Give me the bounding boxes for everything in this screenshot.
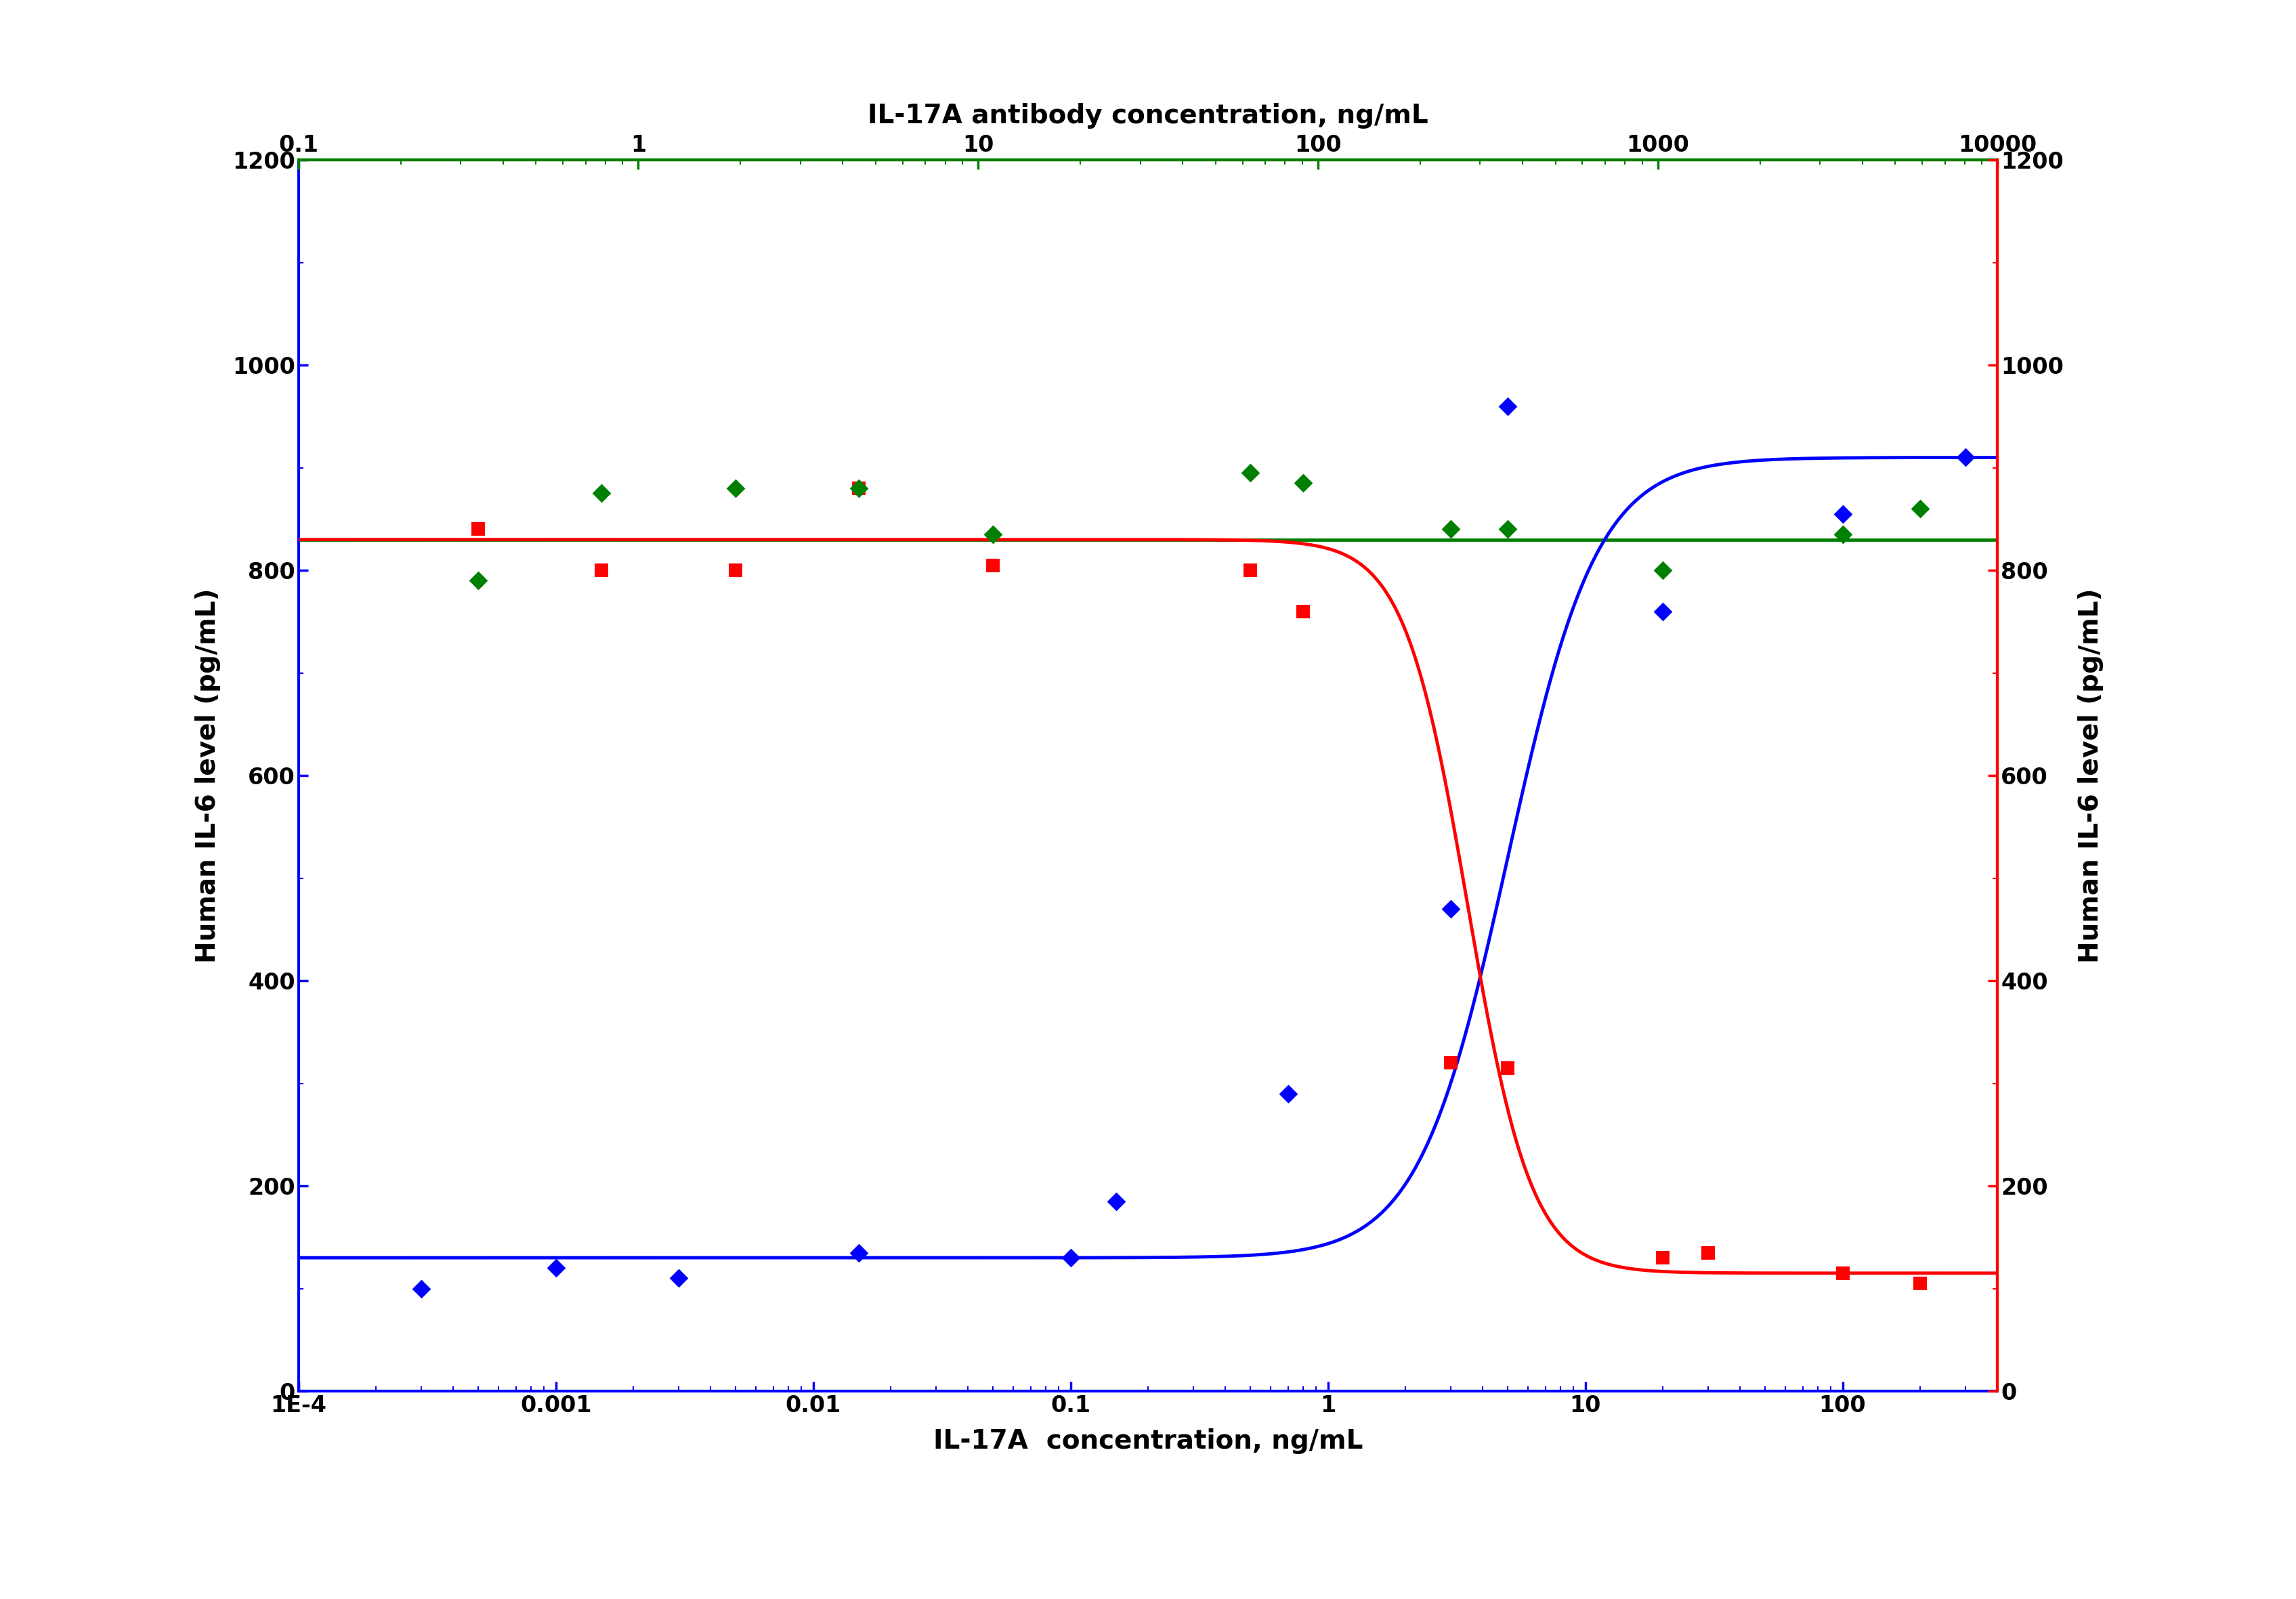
Point: [459, 516, 496, 542]
Point: [1097, 1188, 1134, 1214]
Point: [976, 552, 1013, 577]
Point: [1690, 1239, 1727, 1265]
Point: [1490, 1055, 1527, 1081]
Point: [1947, 445, 1984, 470]
Point: [716, 475, 753, 500]
Point: [840, 475, 877, 500]
Point: [1644, 558, 1681, 584]
Point: [202, 1265, 239, 1290]
Point: [1825, 1260, 1862, 1286]
Point: [1901, 496, 1938, 521]
X-axis label: IL-17A  concentration, ng/mL: IL-17A concentration, ng/mL: [932, 1428, 1364, 1453]
Point: [1901, 1271, 1938, 1297]
Point: [583, 558, 620, 584]
Point: [1825, 521, 1862, 547]
Point: [1052, 1246, 1088, 1271]
Point: [1433, 895, 1469, 921]
Point: [716, 558, 753, 584]
Point: [1644, 1246, 1681, 1271]
Point: [1233, 461, 1270, 486]
Point: [976, 521, 1013, 547]
Point: [402, 1276, 439, 1302]
Point: [1490, 393, 1527, 419]
Point: [1644, 598, 1681, 624]
Point: [459, 568, 496, 593]
Point: [840, 1239, 877, 1265]
Point: [1433, 516, 1469, 542]
Point: [537, 1255, 574, 1281]
Point: [1233, 558, 1270, 584]
Point: [1283, 598, 1320, 624]
Point: [661, 1265, 698, 1290]
X-axis label: IL-17A antibody concentration, ng/mL: IL-17A antibody concentration, ng/mL: [868, 102, 1428, 128]
Point: [583, 481, 620, 507]
Point: [1490, 516, 1527, 542]
Point: [1433, 1051, 1469, 1076]
Point: [840, 475, 877, 500]
Y-axis label: Human IL-6 level (pg/mL): Human IL-6 level (pg/mL): [2078, 588, 2103, 963]
Point: [1825, 500, 1862, 526]
Point: [1270, 1081, 1306, 1107]
Point: [1283, 470, 1320, 496]
Y-axis label: Human IL-6 level (pg/mL): Human IL-6 level (pg/mL): [195, 588, 220, 963]
